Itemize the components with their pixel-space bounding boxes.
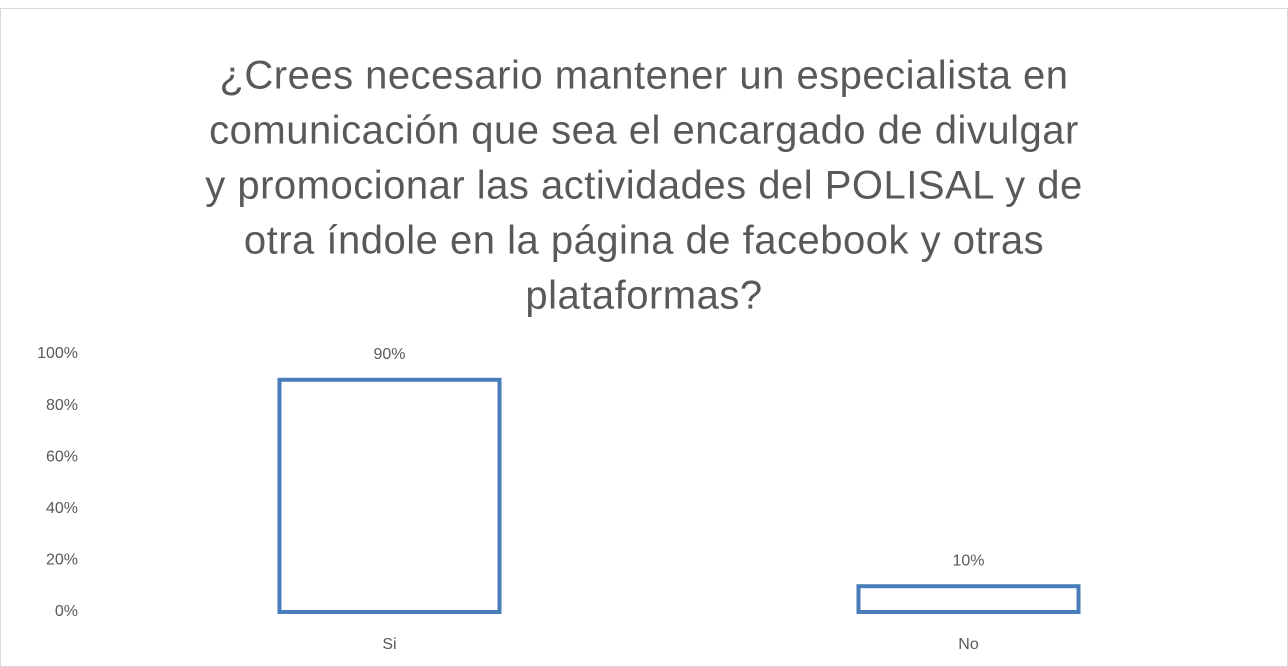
y-tick-label: 20% xyxy=(46,552,78,569)
chart-title: y promocionar las actividades del POLISA… xyxy=(205,164,1083,208)
y-tick-label: 80% xyxy=(46,397,78,414)
y-tick-label: 40% xyxy=(46,500,78,517)
y-tick-label: 100% xyxy=(37,345,78,362)
bar xyxy=(856,584,1081,615)
chart-title: plataformas? xyxy=(525,274,762,318)
chart-title: ¿Crees necesario mantener un especialist… xyxy=(219,54,1068,98)
chart-title: comunicación que sea el encargado de div… xyxy=(209,109,1079,153)
y-tick-label: 0% xyxy=(55,603,78,620)
x-tick-label: No xyxy=(958,636,979,653)
data-label: 10% xyxy=(952,552,984,569)
bar xyxy=(277,377,502,614)
y-tick-label: 60% xyxy=(46,448,78,465)
x-tick-label: Si xyxy=(382,636,396,653)
chart-frame xyxy=(0,8,1288,667)
chart-title: otra índole en la página de facebook y o… xyxy=(244,219,1044,263)
data-label: 90% xyxy=(373,346,405,363)
